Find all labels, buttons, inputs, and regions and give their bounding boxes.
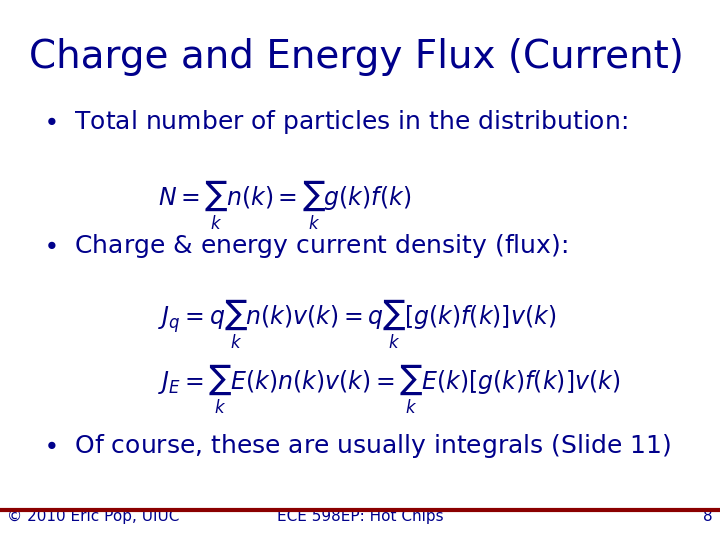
Text: $J_E = \sum_{k} E(k)n(k)v(k) = \sum_{k} E(k)\left[g(k)f(k)\right]v(k)$: $J_E = \sum_{k} E(k)n(k)v(k) = \sum_{k} … [158,362,621,415]
Text: Charge and Energy Flux (Current): Charge and Energy Flux (Current) [29,38,684,76]
Text: $\bullet$  Of course, these are usually integrals (Slide 11): $\bullet$ Of course, these are usually i… [43,432,671,460]
Text: 8: 8 [703,509,713,524]
Text: $J_q = q\sum_{k} n(k)v(k) = q\sum_{k}\left[g(k)f(k)\right]v(k)$: $J_q = q\sum_{k} n(k)v(k) = q\sum_{k}\le… [158,297,557,350]
Text: ECE 598EP: Hot Chips: ECE 598EP: Hot Chips [276,509,444,524]
Text: $\bullet$  Total number of particles in the distribution:: $\bullet$ Total number of particles in t… [43,108,628,136]
Text: $\bullet$  Charge & energy current density (flux):: $\bullet$ Charge & energy current densit… [43,232,568,260]
Text: $N = \sum_{k} n(k) = \sum_{k} g(k)f(k)$: $N = \sum_{k} n(k) = \sum_{k} g(k)f(k)$ [158,178,412,232]
Text: © 2010 Eric Pop, UIUC: © 2010 Eric Pop, UIUC [7,509,179,524]
